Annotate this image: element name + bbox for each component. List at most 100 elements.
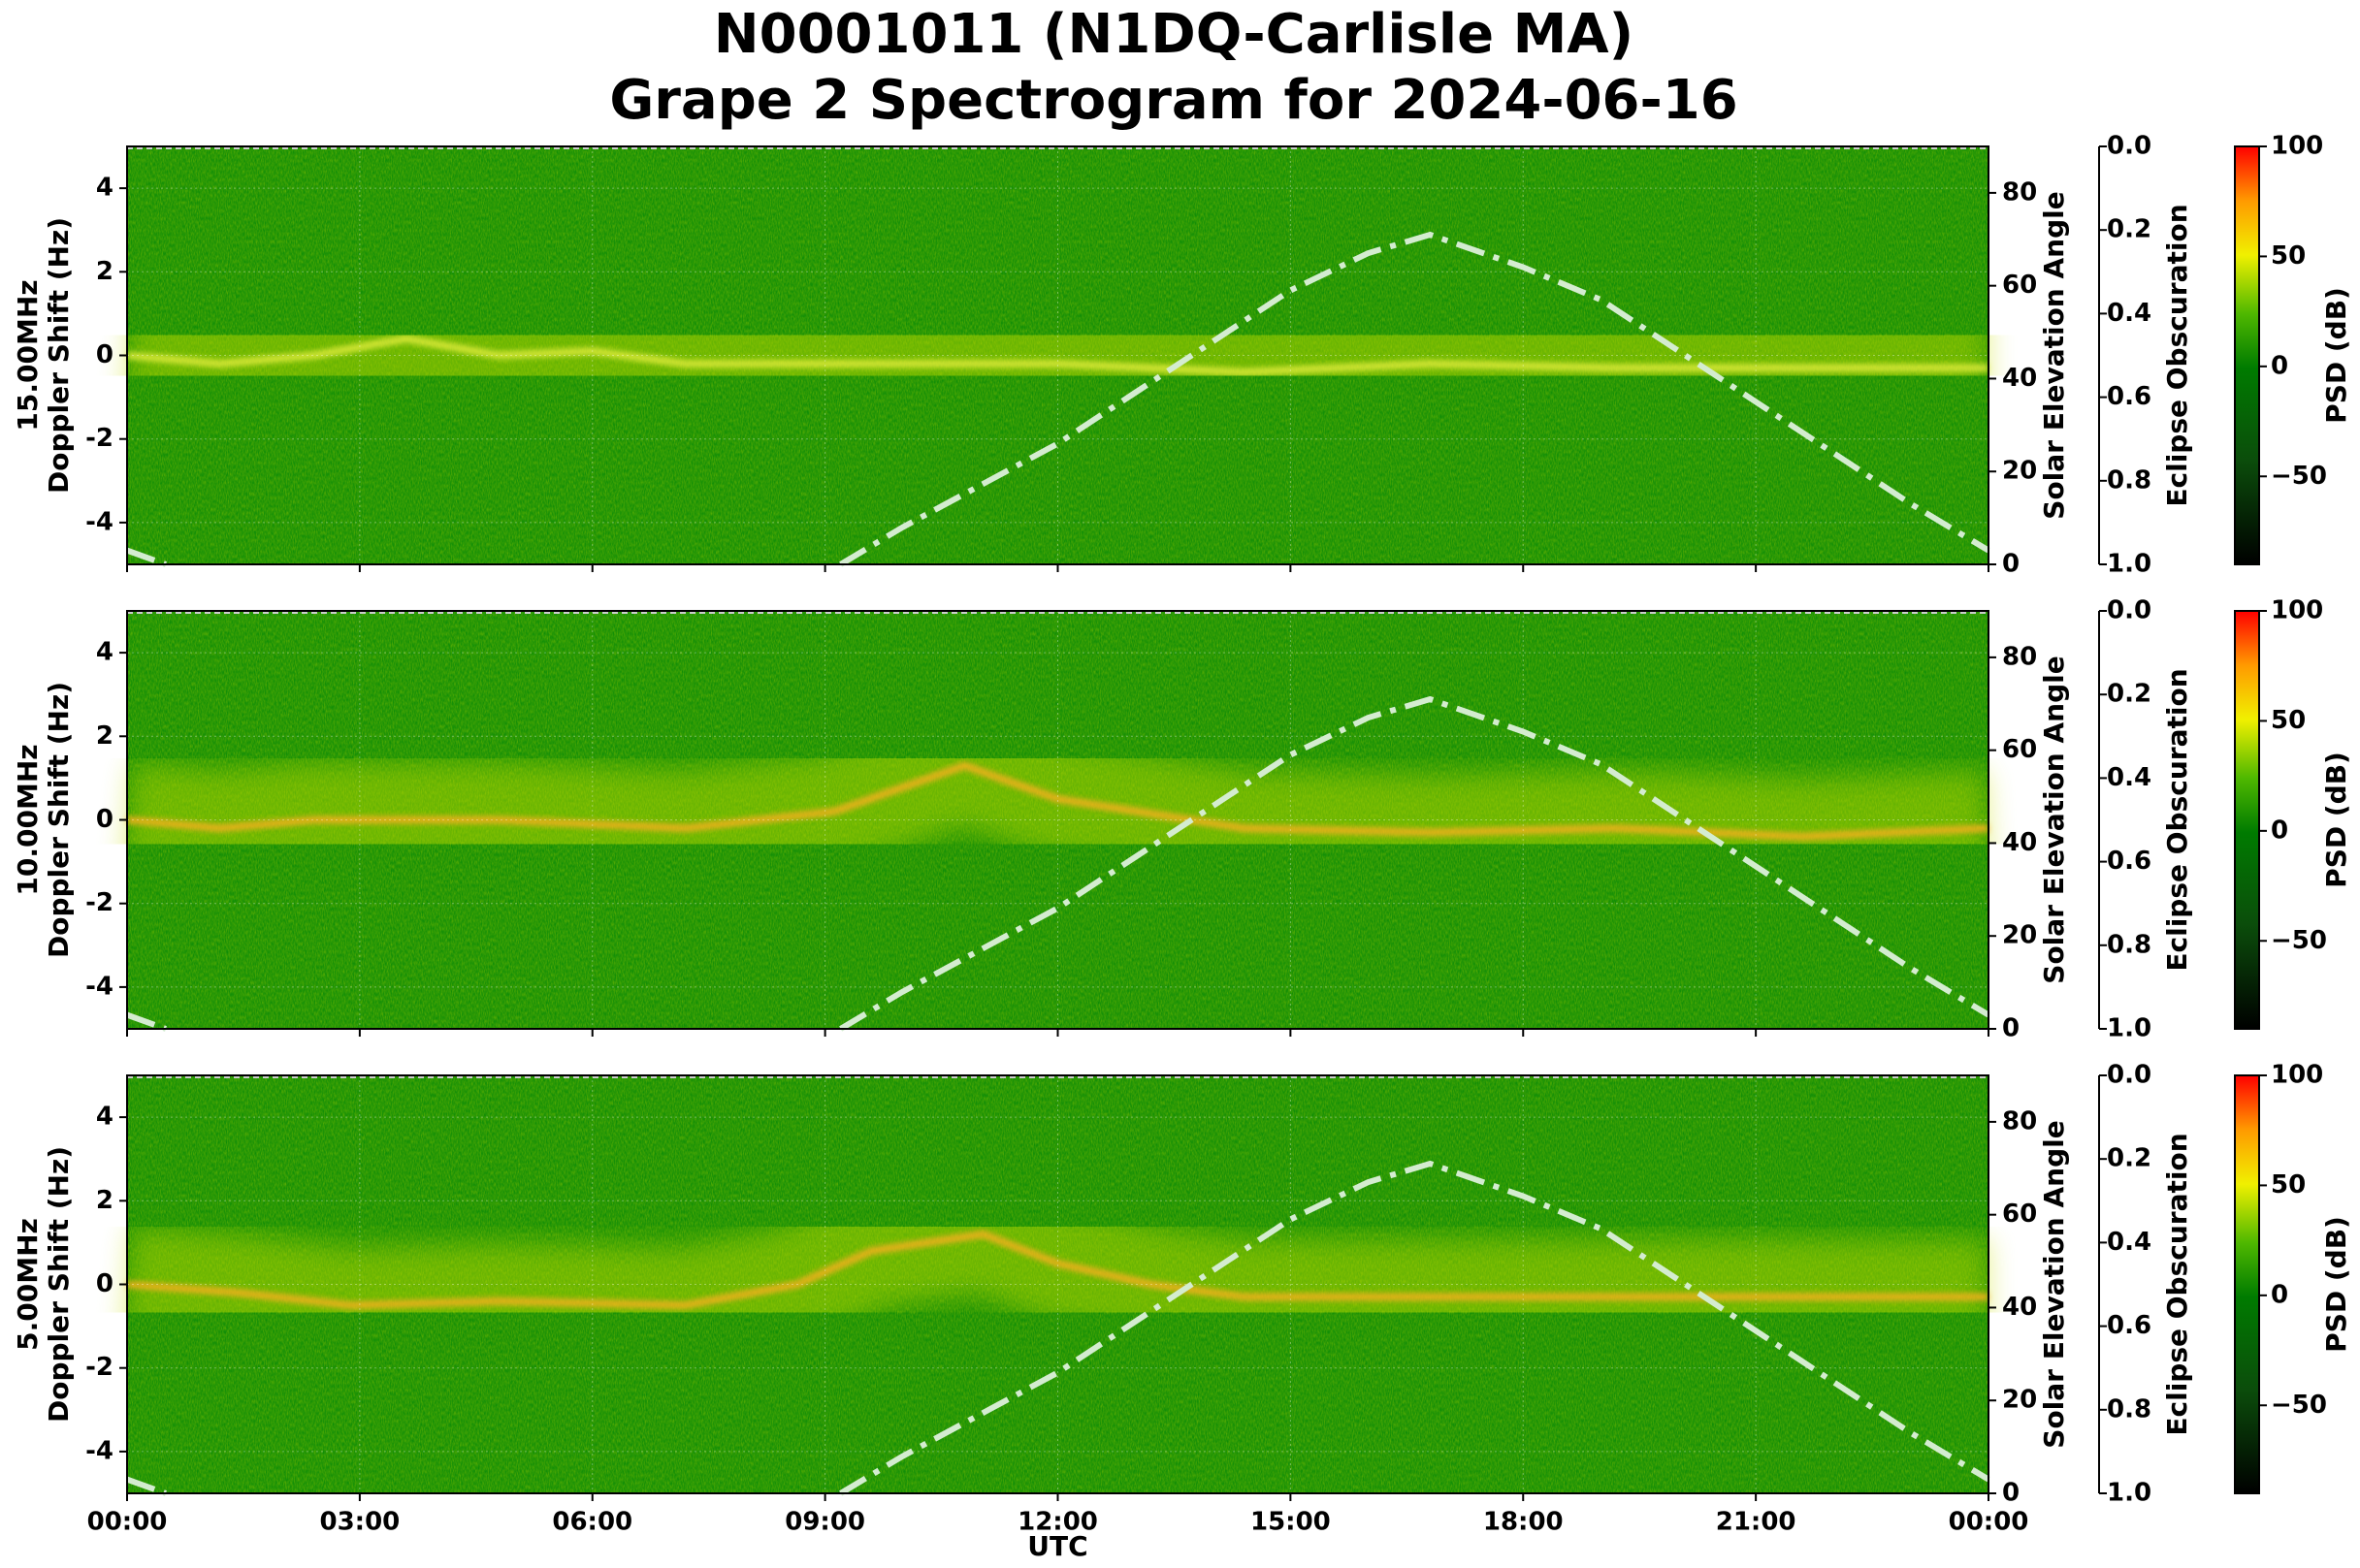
colorbar-tick-label: 50 bbox=[2271, 706, 2306, 735]
y-label: Doppler Shift (Hz) bbox=[43, 682, 75, 958]
y3-tick-label: 1.0 bbox=[2107, 1014, 2151, 1043]
signal-trace bbox=[126, 335, 1988, 376]
x-tick-label: 00:00 bbox=[87, 1508, 168, 1537]
y2-tick-label: 0 bbox=[2002, 550, 2020, 579]
y2-label: Solar Elevation Angle bbox=[2038, 656, 2070, 983]
y3-label: Eclipse Obscuration bbox=[2161, 668, 2193, 971]
y-tick-label: -4 bbox=[85, 507, 113, 536]
y3-tick-label: 0.6 bbox=[2107, 1311, 2151, 1340]
y3-tick-label: 0.6 bbox=[2107, 847, 2151, 876]
y-tick-label: -2 bbox=[85, 424, 113, 453]
x-tick-label: 18:00 bbox=[1483, 1508, 1564, 1537]
title-line: N0001011 (N1DQ-Carlisle MA) bbox=[714, 3, 1633, 66]
x-label: UTC bbox=[1027, 1530, 1087, 1562]
y3-tick-label: 0.8 bbox=[2107, 465, 2151, 495]
x-tick-label: 06:00 bbox=[552, 1508, 632, 1537]
y-tick-label: -4 bbox=[85, 972, 113, 1001]
colorbar-tick-label: 0 bbox=[2271, 1280, 2288, 1309]
y2-tick-label: 60 bbox=[2002, 735, 2037, 764]
y3-tick-label: 0.6 bbox=[2107, 382, 2151, 411]
y3-tick-label: 0.4 bbox=[2107, 299, 2151, 328]
y3-tick-label: 0.4 bbox=[2107, 1228, 2151, 1257]
colorbar-tick-label: 100 bbox=[2271, 1061, 2323, 1090]
y3-tick-label: 0.0 bbox=[2107, 596, 2151, 625]
y3-label: Eclipse Obscuration bbox=[2161, 1133, 2193, 1435]
colorbar bbox=[2234, 145, 2260, 565]
y-tick-label: 2 bbox=[96, 1186, 113, 1215]
y-label: 10.00MHz bbox=[12, 744, 44, 895]
y2-tick-label: 60 bbox=[2002, 1200, 2037, 1229]
y2-label: Solar Elevation Angle bbox=[2038, 1120, 2070, 1448]
colorbar-tick-label: 0 bbox=[2271, 816, 2288, 845]
colorbar-tick-label: −50 bbox=[2271, 926, 2327, 955]
colorbar bbox=[2234, 610, 2260, 1030]
colorbar-tick-label: −50 bbox=[2271, 462, 2327, 491]
colorbar-label: PSD (dB) bbox=[2320, 1216, 2352, 1353]
y-tick-label: 2 bbox=[96, 257, 113, 286]
y-label: Doppler Shift (Hz) bbox=[43, 217, 75, 494]
solar-elevation-line bbox=[125, 1160, 1990, 1496]
y3-label: Eclipse Obscuration bbox=[2161, 204, 2193, 506]
y2-tick-label: 40 bbox=[2002, 1293, 2037, 1322]
signal-trace bbox=[126, 1230, 1988, 1310]
y3-tick-label: 0.0 bbox=[2107, 1061, 2151, 1090]
y3-tick-label: 1.0 bbox=[2107, 550, 2151, 579]
y3-tick-label: 1.0 bbox=[2107, 1479, 2151, 1508]
y2-tick-label: 80 bbox=[2002, 642, 2037, 671]
x-tick-label: 09:00 bbox=[785, 1508, 865, 1537]
y3-tick-label: 0.4 bbox=[2107, 763, 2151, 792]
y-tick-label: 4 bbox=[96, 174, 113, 203]
y-tick-label: 4 bbox=[96, 638, 113, 667]
colorbar-tick-label: 100 bbox=[2271, 596, 2323, 625]
y-tick-label: 0 bbox=[96, 1269, 113, 1298]
x-tick-label: 21:00 bbox=[1716, 1508, 1796, 1537]
y3-tick-label: 0.0 bbox=[2107, 132, 2151, 161]
solar-elevation-line bbox=[125, 231, 1990, 567]
x-tick-label: 12:00 bbox=[1018, 1508, 1098, 1537]
colorbar-tick-label: 50 bbox=[2271, 1170, 2306, 1200]
colorbar-label: PSD (dB) bbox=[2320, 287, 2352, 424]
y2-tick-label: 0 bbox=[2002, 1014, 2020, 1043]
y-tick-label: 2 bbox=[96, 721, 113, 751]
y3-tick-label: 0.2 bbox=[2107, 1144, 2151, 1173]
x-tick-label: 15:00 bbox=[1250, 1508, 1331, 1537]
y-tick-label: 0 bbox=[96, 340, 113, 369]
y3-tick-label: 0.2 bbox=[2107, 680, 2151, 709]
y-tick-label: -2 bbox=[85, 888, 113, 917]
colorbar bbox=[2234, 1074, 2260, 1494]
colorbar-tick-label: 100 bbox=[2271, 132, 2323, 161]
y-label: 15.00MHz bbox=[12, 279, 44, 431]
colorbar-tick-label: −50 bbox=[2271, 1391, 2327, 1420]
colorbar-tick-label: 0 bbox=[2271, 351, 2288, 380]
y-tick-label: 4 bbox=[96, 1103, 113, 1132]
y2-tick-label: 0 bbox=[2002, 1479, 2020, 1508]
signal-trace bbox=[126, 761, 1989, 841]
x-tick-label: 03:00 bbox=[319, 1508, 400, 1537]
y3-tick-label: 0.8 bbox=[2107, 930, 2151, 959]
y2-tick-label: 40 bbox=[2002, 364, 2037, 393]
y2-label: Solar Elevation Angle bbox=[2038, 191, 2070, 519]
y2-tick-label: 80 bbox=[2002, 177, 2037, 207]
title-line: Grape 2 Spectrogram for 2024-06-16 bbox=[609, 69, 1737, 132]
y2-tick-label: 20 bbox=[2002, 457, 2037, 486]
y-tick-label: -2 bbox=[85, 1353, 113, 1382]
x-tick-label: 00:00 bbox=[1949, 1508, 2029, 1537]
y2-tick-label: 40 bbox=[2002, 828, 2037, 857]
y3-tick-label: 0.2 bbox=[2107, 215, 2151, 244]
y2-tick-label: 60 bbox=[2002, 271, 2037, 300]
y-tick-label: 0 bbox=[96, 805, 113, 834]
y-label: Doppler Shift (Hz) bbox=[43, 1146, 75, 1423]
solar-elevation-line bbox=[125, 695, 1990, 1032]
y-label: 5.00MHz bbox=[12, 1218, 44, 1351]
y-tick-label: -4 bbox=[85, 1436, 113, 1465]
colorbar-tick-label: 50 bbox=[2271, 241, 2306, 271]
y3-tick-label: 0.8 bbox=[2107, 1394, 2151, 1424]
y2-tick-label: 80 bbox=[2002, 1106, 2037, 1136]
y2-tick-label: 20 bbox=[2002, 921, 2037, 950]
colorbar-label: PSD (dB) bbox=[2320, 752, 2352, 888]
y2-tick-label: 20 bbox=[2002, 1386, 2037, 1415]
